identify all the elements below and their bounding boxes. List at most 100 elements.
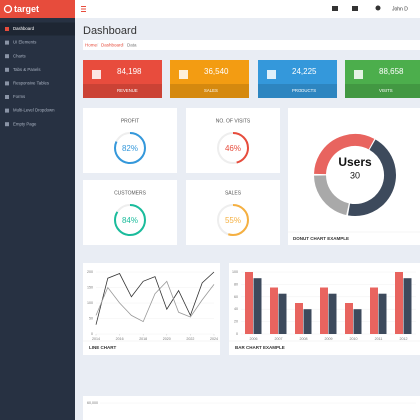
x-tick-label: 2010 [350,337,358,341]
topbar [75,0,420,18]
gauge-title: PROFIT [121,118,139,124]
breadcrumb-sep: / [123,43,125,48]
menu-bar [81,6,86,7]
donut-segment [314,134,396,216]
tasks-icon[interactable] [352,6,358,11]
breadcrumb-sep: / [97,43,99,48]
brand-bar[interactable] [0,0,75,18]
nav-item[interactable]: Empty Page [13,121,37,126]
bar [245,272,253,334]
y-tick-label: 40 [234,307,238,311]
donut-segment [314,134,396,216]
sidebar [0,0,75,420]
x-tick-label: 2009 [325,337,333,341]
bar [403,278,412,334]
x-tick-label: 2014 [92,337,100,341]
x-tick-label: 2006 [250,337,258,341]
stat-icon [354,70,363,79]
y-tick-label: 60 [234,295,238,299]
bar [328,293,337,334]
nav-item[interactable]: Dashboard [13,26,35,31]
chart-title: BAR CHART EXAMPLE [235,345,285,350]
bar [278,293,287,334]
menu-bar [81,8,86,10]
nav-icon [5,40,9,45]
brand-icon [3,4,13,14]
nav-item[interactable]: Multi-Level Dropdown [13,108,55,113]
y-tick-label: 0 [91,332,93,336]
breadcrumb-link[interactable]: Home [85,43,98,48]
line-series [95,280,215,323]
stat-value: 24,225 [292,67,317,76]
brand[interactable]: target [14,4,39,14]
bar [320,287,328,334]
menu-bar [81,11,86,12]
stat-icon [179,70,188,79]
y-tick-label: 20 [234,320,238,324]
gauge-title: NO. OF VISITS [216,118,251,124]
stat-tile-footer [170,84,249,98]
y-tick-label: 80 [234,282,238,286]
nav-item[interactable]: Responsive Tables [13,81,49,86]
bar [353,309,362,334]
stat-value: 84,198 [117,67,142,76]
gauge-arc [114,204,146,236]
nav-icon [5,81,9,86]
nav-icon [5,108,9,113]
menu-toggle[interactable] [81,6,86,12]
stat-label: SALES [204,88,218,93]
stat-tile-footer [83,84,162,98]
nav-item[interactable]: Tabs & Panels [13,67,40,72]
bar [345,303,353,334]
nav-item[interactable]: Forms [13,94,25,99]
stat-label: VISITS [379,88,393,93]
line-series [95,271,215,325]
bar [303,309,312,334]
nav-icon [5,122,9,127]
x-tick-label: 2018 [139,337,147,341]
chart-card [288,108,420,245]
breadcrumb-bar [83,40,420,50]
x-tick-label: 2020 [163,337,171,341]
breadcrumb-current: Data [127,43,137,48]
y-tick-label: 0 [236,332,238,336]
page-title: Dashboard [83,25,137,37]
nav-item[interactable]: UI Elements [13,40,36,45]
x-tick-label: 2012 [400,337,408,341]
y-tick-label: 60,000 [87,401,98,405]
stat-tile-footer [345,84,420,98]
stat-value: 88,658 [379,67,404,76]
bar [395,272,403,334]
gauge-arc [114,132,146,164]
breadcrumb-link[interactable]: Dashboard [101,43,124,48]
stat-label: REVENUE [117,88,138,93]
nav-icon [5,27,9,31]
stat-tile-footer [258,84,337,98]
stat-value: 36,540 [204,67,229,76]
donut-center-value: 30 [350,170,360,180]
nav-icon [5,54,9,59]
user-icon[interactable] [375,5,381,11]
stat-icon [267,70,276,79]
nav-item[interactable]: Charts [13,53,26,58]
gauge-title: CUSTOMERS [114,190,147,196]
x-tick-label: 2024 [210,337,218,341]
stat-label: PRODUCTS [292,88,316,93]
nav-active[interactable] [0,22,75,36]
gauge-label: 84% [122,216,138,225]
y-tick-label: 100 [87,301,93,305]
user-name[interactable]: John D [392,6,408,12]
mail-icon[interactable] [332,6,338,11]
donut-segment [314,134,396,216]
y-tick-label: 100 [232,270,238,274]
bar [253,278,262,334]
bar [270,287,278,334]
y-tick-label: 200 [87,270,93,274]
gauge-arc [217,132,249,164]
bar [370,287,378,334]
y-tick-label: 150 [87,285,93,289]
gauge-arc [217,204,249,236]
gauge-label: 46% [225,144,241,153]
